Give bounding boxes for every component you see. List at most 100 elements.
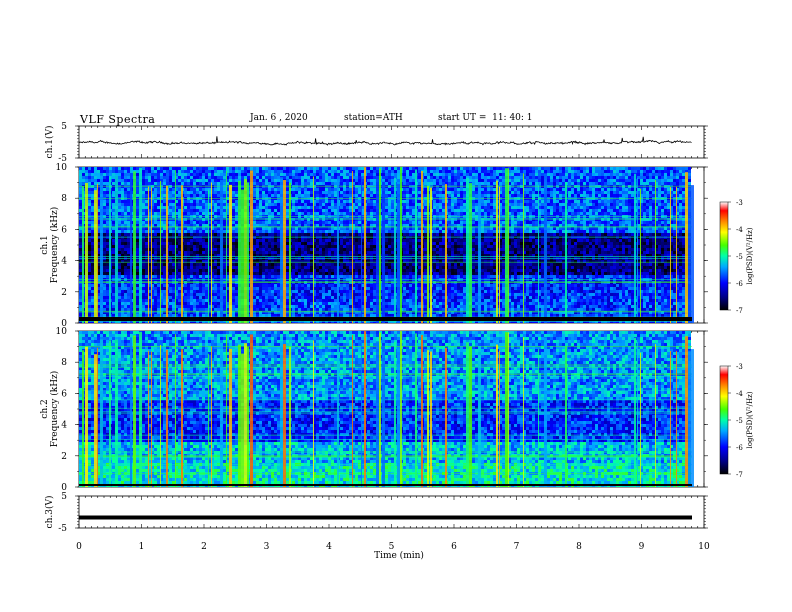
spectrogram-cell [406,182,409,185]
spectrogram-cell [97,179,100,182]
spectrogram-cell [655,209,658,212]
spectrogram-cell [97,176,100,179]
spectrogram-cell [178,188,181,191]
spectrogram-cell [271,170,274,173]
spectrogram-cell [625,218,628,221]
spectrogram-cell [319,182,322,185]
spectrogram-cell [406,209,409,212]
spectrogram-cell [523,218,526,221]
spectrogram-cell [622,218,625,221]
spectrogram-cell [355,182,358,185]
spectrogram-cell [526,188,529,191]
spectrogram-cell [577,191,580,194]
spectrogram-cell [571,203,574,206]
spectrogram-cell [412,173,415,176]
spectrogram-cell [598,194,601,197]
spectrogram-cell [583,194,586,197]
spectrogram-cell [346,170,349,173]
spectrogram-cell [211,206,214,209]
spectrogram-cell [571,224,574,227]
spectrogram-cell [118,206,121,209]
spectrogram-cell [574,188,577,191]
spectrogram-cell [523,206,526,209]
spectrogram-cell [610,224,613,227]
spectrogram-cell [331,179,334,182]
spectrogram-cell [472,167,475,170]
spectrogram-cell [238,176,241,179]
spectrogram-cell [292,224,295,227]
spectrogram-cell [598,182,601,185]
spectrogram-cell [463,188,466,191]
spectrogram-cell [340,200,343,203]
spectrogram-cell [121,167,124,170]
spectrogram-cell [154,224,157,227]
spectrogram-cell [670,188,673,191]
spectrogram-cell [430,176,433,179]
spectrogram-cell [154,221,157,224]
spectrogram-cell [403,224,406,227]
spectrogram-cell [136,179,139,182]
spectrogram-cell [169,188,172,191]
spectrogram-cell [514,170,517,173]
spectrogram-cell [466,176,469,179]
spectrogram-cell [586,179,589,182]
spectrogram-cell [343,218,346,221]
spectrogram-cell [403,182,406,185]
spectrogram-cell [421,167,424,170]
spectrogram-cell [205,194,208,197]
spectrogram-cell [223,224,226,227]
spectrogram-cell [451,176,454,179]
spectrogram-cell [124,221,127,224]
spectrogram-cell [220,167,223,170]
spectrogram-cell [232,212,235,215]
spectrogram-cell [124,203,127,206]
spectrogram-cell [127,200,130,203]
spectrogram-cell [160,200,163,203]
spectrogram-cell [574,170,577,173]
spectrogram-cell [619,173,622,176]
spectrogram-cell [265,182,268,185]
spectrogram-cell [514,203,517,206]
spectrogram-cell [328,182,331,185]
x-tick-label: 4 [326,542,332,552]
spectrogram-cell [298,218,301,221]
spectrogram-cell [334,206,337,209]
spectrogram-cell [487,167,490,170]
spectrogram-cell [517,170,520,173]
spectrogram-cell [337,170,340,173]
spectrogram-cell [178,182,181,185]
spectrogram-cell [349,203,352,206]
spectrogram-cell [487,191,490,194]
spectrogram-cell [112,191,115,194]
spectrogram-cell [670,221,673,224]
spectrogram-cell [583,203,586,206]
spectrogram-cell [526,224,529,227]
spectrogram-cell [343,173,346,176]
spectrogram-cell [196,182,199,185]
spectrogram-cell [178,212,181,215]
spectrogram-cell [625,191,628,194]
spectrogram-cell [253,188,256,191]
spectrogram-cell [454,176,457,179]
spectrogram-cell [199,221,202,224]
spectrogram-cell [418,173,421,176]
spectrogram-cell [613,182,616,185]
spectrogram-cell [682,212,685,215]
spectrogram-cell [433,167,436,170]
spectrogram-cell [106,203,109,206]
spectrogram-cell [307,176,310,179]
spectrogram-cell [541,224,544,227]
spectrogram-cell [361,212,364,215]
spectrogram-cell [352,170,355,173]
spectrogram-cell [94,173,97,176]
spectrogram-cell [124,173,127,176]
spectrogram-cell [178,206,181,209]
spectrogram-cell [184,173,187,176]
spectrogram-cell [610,209,613,212]
spectrogram-cell [181,170,184,173]
spectrogram-cell [370,200,373,203]
spectrogram-cell [352,218,355,221]
spectrogram-cell [424,170,427,173]
spectrogram-cell [148,170,151,173]
